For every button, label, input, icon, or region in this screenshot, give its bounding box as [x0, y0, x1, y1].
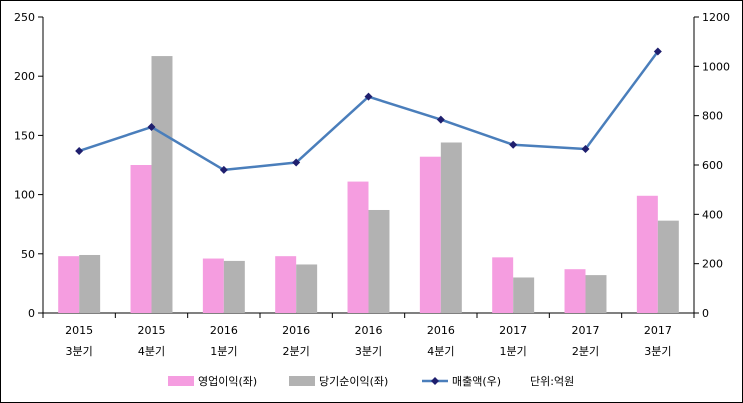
- bar-0-0: [58, 256, 80, 313]
- x-label-year: 2015: [138, 324, 166, 337]
- sales-point-0: [75, 146, 84, 155]
- x-label-year: 2016: [427, 324, 455, 337]
- x-label-quarter: 3분기: [66, 345, 93, 358]
- x-label-quarter: 4분기: [427, 345, 454, 358]
- x-label-quarter: 3분기: [644, 345, 671, 358]
- bar-0-5: [419, 156, 441, 313]
- legend-marker-2: [431, 377, 439, 385]
- x-label-year: 2017: [644, 324, 672, 337]
- bar-1-4: [368, 209, 390, 313]
- right-tick-label: 400: [702, 208, 723, 221]
- bar-0-2: [202, 258, 224, 313]
- left-tick-label: 50: [21, 248, 35, 261]
- bar-0-6: [492, 257, 514, 313]
- line-series: [75, 47, 662, 174]
- bar-1-2: [223, 260, 245, 313]
- x-label-year: 2016: [210, 324, 238, 337]
- right-tick-label: 800: [702, 110, 723, 123]
- left-tick-label: 250: [14, 11, 35, 24]
- legend-swatch-0: [168, 376, 194, 386]
- sales-point-7: [581, 144, 590, 153]
- right-tick-label: 0: [702, 307, 709, 320]
- left-tick-label: 100: [14, 189, 35, 202]
- right-tick-label: 1200: [702, 11, 730, 24]
- legend: 영업이익(좌) 당기순이익(좌) 매출액(우) 단위:억원: [168, 375, 574, 388]
- x-label-year: 2015: [65, 324, 93, 337]
- x-label-year: 2017: [572, 324, 600, 337]
- sales-point-6: [509, 140, 518, 149]
- bar-1-8: [657, 220, 679, 313]
- right-tick-label: 600: [702, 159, 723, 172]
- bar-0-7: [564, 269, 586, 313]
- legend-label-0: 영업이익(좌): [198, 375, 257, 388]
- right-tick-label: 200: [702, 258, 723, 271]
- unit-note: 단위:억원: [530, 375, 574, 388]
- x-label-quarter: 4분기: [138, 345, 165, 358]
- sales-point-1: [147, 123, 156, 132]
- legend-label-1: 당기순이익(좌): [319, 375, 388, 388]
- bar-0-4: [347, 181, 369, 313]
- bar-1-3: [296, 264, 318, 313]
- x-axis-labels: 2015 3분기 2015 4분기 2016 1분기 2016 2분기 2016 3분기 2016 4…: [65, 324, 672, 358]
- left-tick-label: 200: [14, 70, 35, 83]
- left-tick-label: 150: [14, 129, 35, 142]
- x-label-quarter: 3분기: [355, 345, 382, 358]
- left-tick-label: 0: [28, 307, 35, 320]
- x-label-year: 2016: [282, 324, 310, 337]
- x-label-quarter: 1분기: [500, 345, 527, 358]
- bar-series: [58, 56, 679, 313]
- bar-1-7: [585, 275, 607, 313]
- sales-point-3: [292, 158, 301, 167]
- bar-1-1: [151, 56, 173, 313]
- x-label-year: 2016: [355, 324, 383, 337]
- x-label-quarter: 2분기: [572, 345, 599, 358]
- bar-1-6: [513, 277, 535, 313]
- right-tick-label: 1000: [702, 60, 730, 73]
- sales-point-8: [653, 47, 662, 56]
- bar-0-8: [636, 195, 658, 313]
- sales-point-4: [364, 92, 373, 101]
- bar-0-1: [130, 165, 152, 313]
- x-label-year: 2017: [499, 324, 527, 337]
- legend-label-2: 매출액(우): [452, 375, 501, 388]
- sales-point-2: [219, 165, 228, 174]
- bar-1-5: [440, 142, 462, 313]
- bar-0-3: [275, 256, 297, 313]
- x-label-quarter: 2분기: [283, 345, 310, 358]
- bar-1-0: [79, 254, 101, 313]
- legend-swatch-1: [289, 376, 315, 386]
- x-label-quarter: 1분기: [210, 345, 237, 358]
- sales-point-5: [436, 115, 445, 124]
